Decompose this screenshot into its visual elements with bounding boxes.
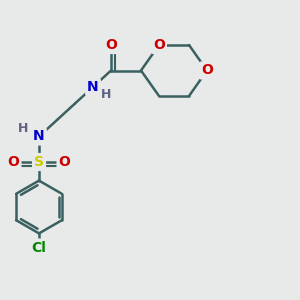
Text: H: H <box>101 88 112 101</box>
Text: O: O <box>105 38 117 52</box>
Text: O: O <box>8 155 20 169</box>
Text: Cl: Cl <box>32 241 46 254</box>
Text: N: N <box>87 80 99 94</box>
Text: O: O <box>201 64 213 77</box>
Text: H: H <box>18 122 28 136</box>
Text: S: S <box>34 155 44 169</box>
Text: O: O <box>153 38 165 52</box>
Text: N: N <box>33 130 45 143</box>
Text: O: O <box>58 155 70 169</box>
